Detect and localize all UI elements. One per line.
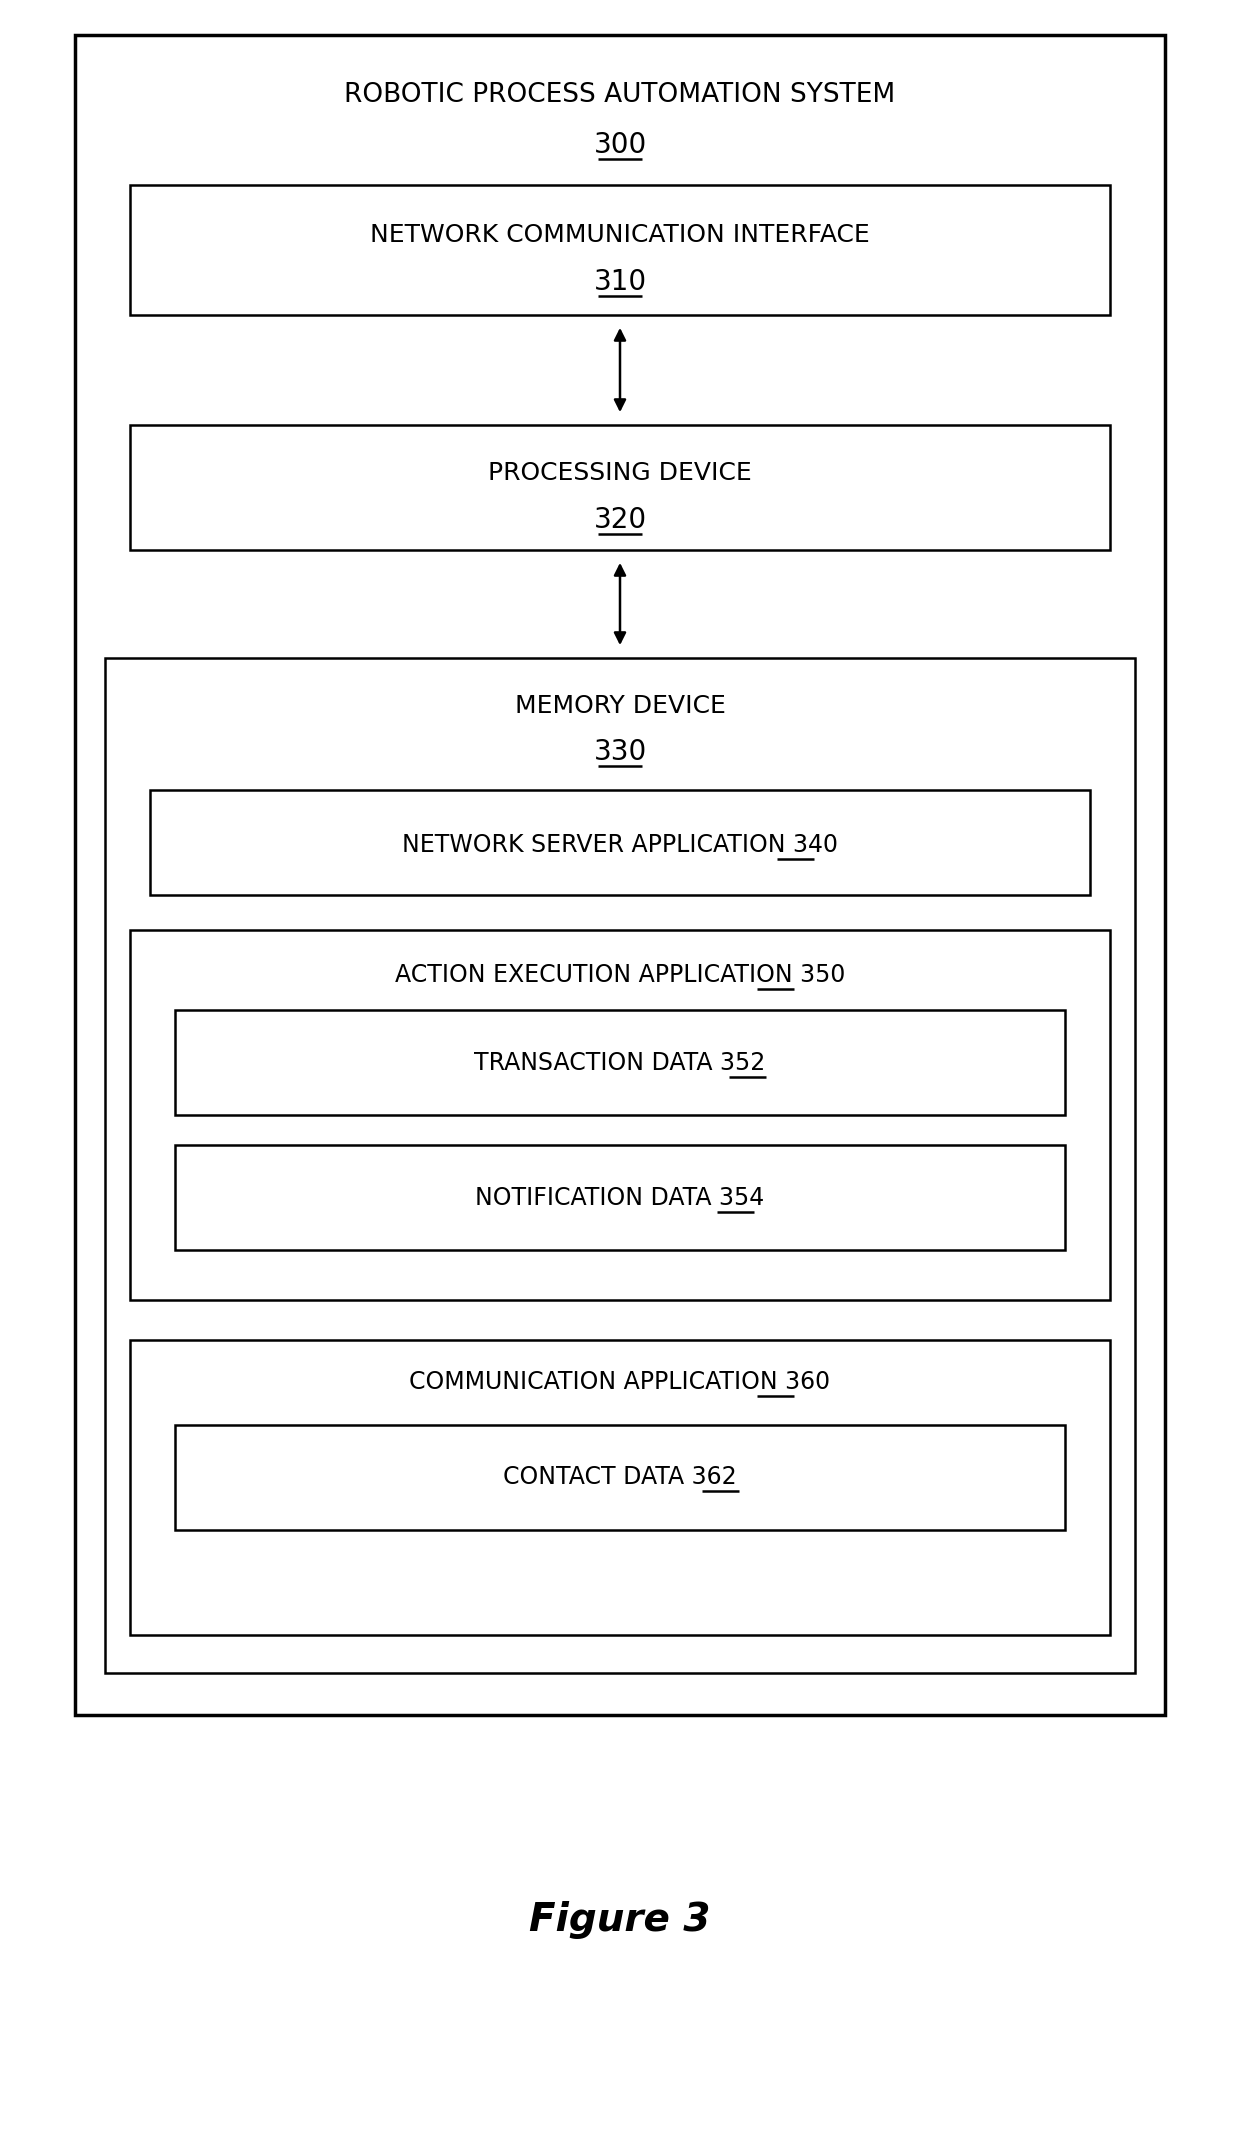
Text: 330: 330 [594,738,646,766]
Text: NETWORK COMMUNICATION INTERFACE: NETWORK COMMUNICATION INTERFACE [370,222,870,246]
Text: 310: 310 [594,267,646,295]
Bar [175,1144,1065,1249]
Bar [74,34,1166,1715]
Bar [105,659,1135,1673]
Text: 300: 300 [594,130,646,158]
Text: NETWORK SERVER APPLICATION 340: NETWORK SERVER APPLICATION 340 [402,832,838,858]
Text: ROBOTIC PROCESS AUTOMATION SYSTEM: ROBOTIC PROCESS AUTOMATION SYSTEM [345,81,895,107]
Text: MEMORY DEVICE: MEMORY DEVICE [515,693,725,719]
Bar [130,1339,1110,1634]
Bar [175,1010,1065,1114]
Bar [150,789,1090,894]
Bar [175,1425,1065,1529]
Text: 320: 320 [594,507,646,535]
Bar [130,426,1110,550]
Text: TRANSACTION DATA 352: TRANSACTION DATA 352 [475,1050,765,1076]
Bar [130,184,1110,314]
Text: NOTIFICATION DATA 354: NOTIFICATION DATA 354 [475,1185,765,1211]
Bar [130,930,1110,1301]
Text: CONTACT DATA 362: CONTACT DATA 362 [503,1465,737,1489]
Text: COMMUNICATION APPLICATION 360: COMMUNICATION APPLICATION 360 [409,1369,831,1395]
Text: Figure 3: Figure 3 [529,1902,711,1938]
Text: ACTION EXECUTION APPLICATION 350: ACTION EXECUTION APPLICATION 350 [394,963,846,986]
Text: PROCESSING DEVICE: PROCESSING DEVICE [489,462,751,486]
